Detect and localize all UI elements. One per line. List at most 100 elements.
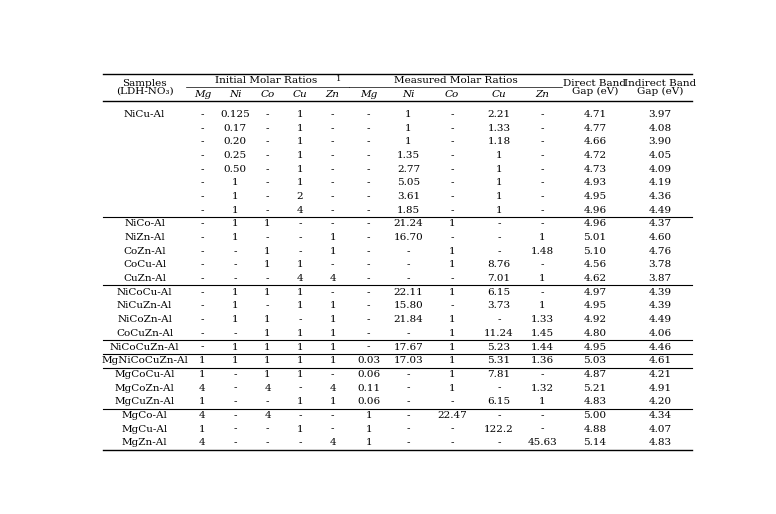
- Text: -: -: [367, 342, 370, 352]
- Text: 5.10: 5.10: [584, 247, 606, 256]
- Text: 1: 1: [449, 329, 456, 338]
- Text: -: -: [450, 124, 454, 133]
- Text: 1.33: 1.33: [531, 315, 554, 324]
- Text: 1: 1: [405, 110, 412, 119]
- Text: 11.24: 11.24: [484, 329, 514, 338]
- Text: 1: 1: [232, 288, 238, 297]
- Text: 21.24: 21.24: [393, 219, 424, 228]
- Text: 2: 2: [296, 192, 303, 201]
- Text: 5.01: 5.01: [584, 233, 606, 242]
- Text: 4: 4: [199, 411, 206, 420]
- Text: 1: 1: [199, 356, 206, 365]
- Text: -: -: [541, 411, 544, 420]
- Text: 1: 1: [449, 261, 456, 269]
- Text: 1: 1: [296, 110, 303, 119]
- Text: -: -: [407, 411, 411, 420]
- Text: -: -: [367, 315, 370, 324]
- Text: -: -: [367, 288, 370, 297]
- Text: 1: 1: [329, 247, 336, 256]
- Text: 1: 1: [296, 165, 303, 174]
- Text: -: -: [497, 315, 501, 324]
- Text: -: -: [450, 206, 454, 215]
- Text: -: -: [450, 438, 454, 447]
- Text: -: -: [234, 383, 237, 393]
- Text: 1: 1: [496, 192, 502, 201]
- Text: 1: 1: [449, 315, 456, 324]
- Text: -: -: [201, 342, 204, 352]
- Text: -: -: [266, 124, 269, 133]
- Text: -: -: [407, 261, 411, 269]
- Text: -: -: [234, 261, 237, 269]
- Text: 1: 1: [496, 206, 502, 215]
- Text: 1: 1: [329, 342, 336, 352]
- Text: 4.61: 4.61: [648, 356, 671, 365]
- Text: 2.21: 2.21: [487, 110, 511, 119]
- Text: 4.08: 4.08: [648, 124, 671, 133]
- Text: 1: 1: [296, 178, 303, 188]
- Text: -: -: [541, 124, 544, 133]
- Text: -: -: [331, 110, 334, 119]
- Text: 1: 1: [539, 233, 546, 242]
- Text: 1: 1: [232, 206, 238, 215]
- Text: NiCuZn-Al: NiCuZn-Al: [117, 302, 172, 310]
- Text: 4: 4: [199, 383, 206, 393]
- Text: 1: 1: [449, 383, 456, 393]
- Text: Zn: Zn: [326, 89, 340, 99]
- Text: 7.81: 7.81: [487, 370, 511, 379]
- Text: 1.36: 1.36: [531, 356, 554, 365]
- Text: -: -: [266, 192, 269, 201]
- Text: Cu: Cu: [293, 89, 307, 99]
- Text: 1.35: 1.35: [397, 151, 420, 160]
- Text: -: -: [201, 165, 204, 174]
- Text: NiCoCuZn-Al: NiCoCuZn-Al: [109, 342, 179, 352]
- Text: -: -: [541, 110, 544, 119]
- Text: 1: 1: [405, 124, 412, 133]
- Text: 1: 1: [329, 397, 336, 406]
- Text: -: -: [201, 302, 204, 310]
- Text: -: -: [367, 233, 370, 242]
- Text: 1: 1: [336, 75, 341, 83]
- Text: -: -: [266, 110, 269, 119]
- Text: -: -: [367, 274, 370, 283]
- Text: -: -: [331, 206, 334, 215]
- Text: 1.18: 1.18: [487, 137, 511, 146]
- Text: -: -: [201, 110, 204, 119]
- Text: -: -: [367, 192, 370, 201]
- Text: -: -: [450, 192, 454, 201]
- Text: 3.97: 3.97: [648, 110, 671, 119]
- Text: -: -: [266, 206, 269, 215]
- Text: -: -: [407, 383, 411, 393]
- Text: 1: 1: [264, 315, 271, 324]
- Text: 6.15: 6.15: [487, 397, 511, 406]
- Text: 4.97: 4.97: [584, 288, 606, 297]
- Text: 1: 1: [296, 370, 303, 379]
- Text: 4.62: 4.62: [584, 274, 606, 283]
- Text: -: -: [266, 151, 269, 160]
- Text: -: -: [234, 397, 237, 406]
- Text: MgCu-Al: MgCu-Al: [122, 425, 168, 433]
- Text: 4: 4: [264, 383, 271, 393]
- Text: 3.87: 3.87: [648, 274, 671, 283]
- Text: -: -: [497, 233, 501, 242]
- Text: -: -: [201, 137, 204, 146]
- Text: 4.49: 4.49: [648, 315, 671, 324]
- Text: Co: Co: [261, 89, 275, 99]
- Text: -: -: [331, 137, 334, 146]
- Text: (LDH-NO₃): (LDH-NO₃): [116, 86, 173, 95]
- Text: 4: 4: [296, 206, 303, 215]
- Text: -: -: [367, 219, 370, 228]
- Text: 4.92: 4.92: [584, 315, 606, 324]
- Text: 3.90: 3.90: [648, 137, 671, 146]
- Text: -: -: [331, 219, 334, 228]
- Text: -: -: [234, 425, 237, 433]
- Text: CuZn-Al: CuZn-Al: [123, 274, 166, 283]
- Text: 1: 1: [264, 342, 271, 352]
- Text: -: -: [201, 124, 204, 133]
- Text: -: -: [407, 329, 411, 338]
- Text: NiZn-Al: NiZn-Al: [124, 233, 165, 242]
- Text: 4.83: 4.83: [648, 438, 671, 447]
- Text: -: -: [497, 219, 501, 228]
- Text: 5.03: 5.03: [584, 356, 606, 365]
- Text: -: -: [367, 329, 370, 338]
- Text: 4.21: 4.21: [648, 370, 671, 379]
